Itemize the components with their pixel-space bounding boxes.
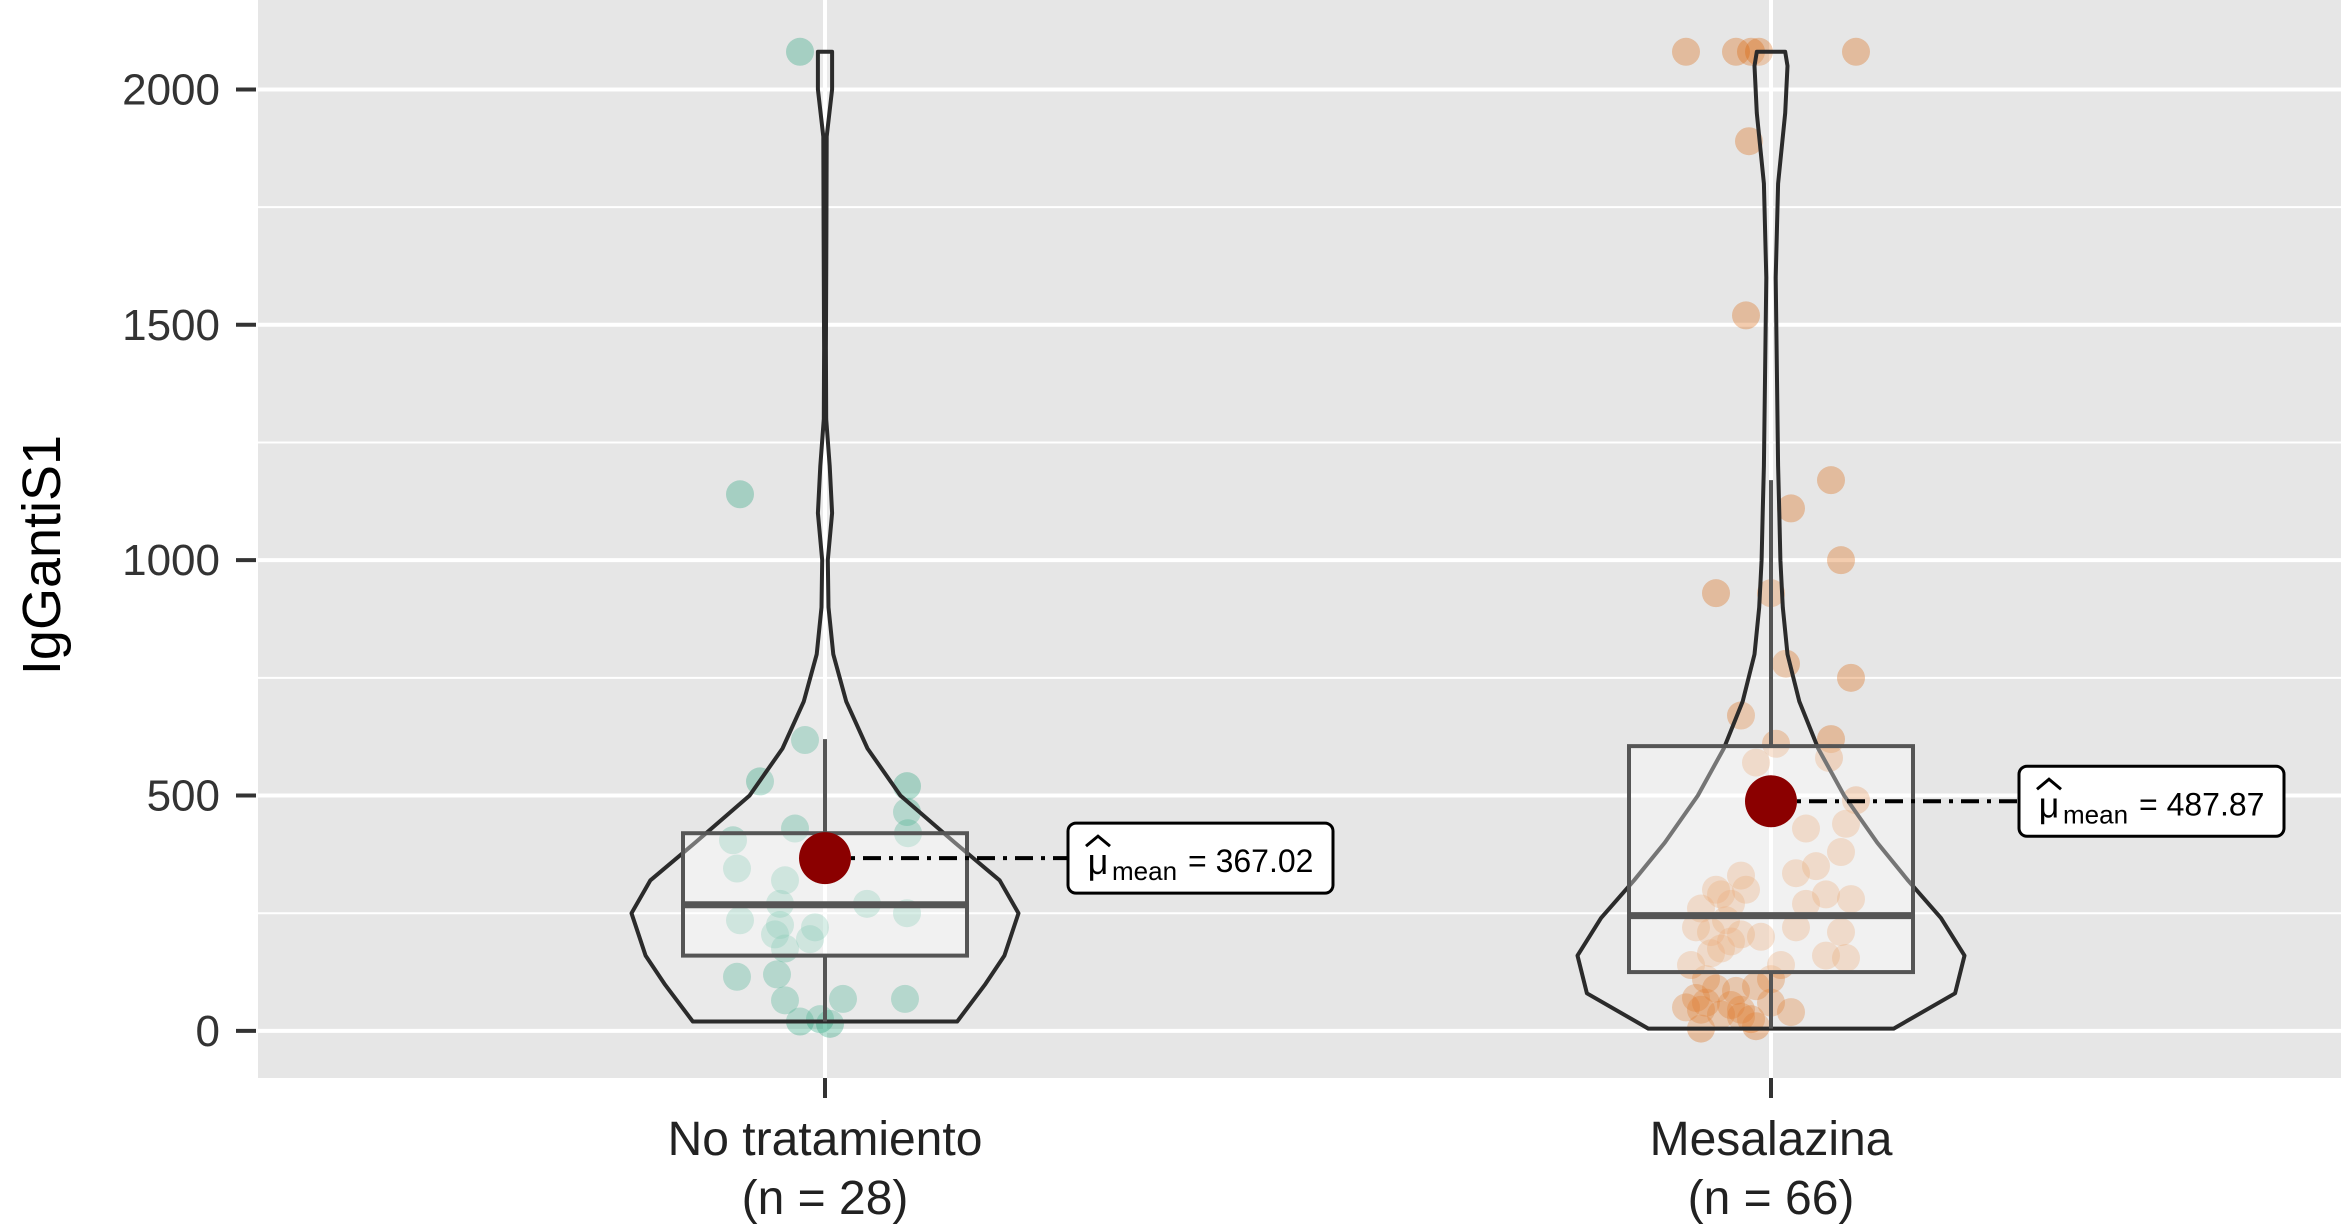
mean-marker [799,832,851,885]
violin-group: μ mean = 487.87 [1575,37,2286,1043]
mean-label-box [2017,764,2286,838]
data-point [801,913,829,942]
violin-group: μ mean = 367.02 [629,37,1335,1038]
data-point [1777,998,1805,1027]
data-point [1782,913,1810,942]
data-point [1815,743,1843,772]
data-point [1682,983,1710,1012]
data-point [1702,875,1730,904]
y-tick-label: 1000 [122,536,220,585]
hat-accent [2036,777,2062,791]
data-point [1717,889,1745,918]
data-point [1842,37,1870,66]
hat-accent [1085,834,1111,848]
data-point [791,726,819,755]
data-point [1812,880,1840,909]
data-point [1735,127,1763,156]
mean-subscript: mean [2063,799,2128,829]
mean-symbol: μ [1088,841,1109,882]
data-point [1707,1000,1735,1029]
x-category-label: Mesalazina [1650,1113,1893,1166]
data-point [1717,991,1745,1020]
data-point [771,866,799,895]
data-point [1672,993,1700,1022]
data-point [1697,918,1725,947]
data-point [1702,579,1730,608]
x-category-count: (n = 66) [1688,1172,1855,1225]
data-point [1792,889,1820,918]
data-point [1697,939,1725,968]
data-point [1827,918,1855,947]
data-point [771,986,799,1015]
data-point [1702,974,1730,1003]
y-axis: 0 500 1000 1500 2000 [122,65,256,1056]
x-category-label: No tratamiento [668,1113,983,1166]
data-point [1832,809,1860,838]
data-point [1722,976,1750,1005]
mean-symbol: μ [2039,784,2060,825]
data-point [726,906,754,935]
data-point [1742,748,1770,777]
data-point [1812,941,1840,970]
data-point [1827,546,1855,575]
gridlines [258,0,2341,1078]
data-point [1742,972,1770,1001]
violin-shape [629,49,1021,1024]
data-point [796,925,824,954]
plot-panel [258,0,2341,1078]
mean-marker [1745,775,1797,828]
data-point [1737,37,1765,66]
y-tick-label: 500 [147,772,220,821]
data-point [1837,663,1865,692]
data-point [1837,885,1865,914]
data-point [1827,838,1855,867]
data-point [1672,37,1700,66]
data-point [1682,913,1710,942]
data-point [1717,927,1745,956]
data-point [726,480,754,509]
data-point [1802,852,1830,881]
data-point [1707,880,1735,909]
data-point [786,37,814,66]
y-tick-label: 0 [196,1007,220,1056]
mean-label-box [1066,821,1335,895]
data-point [1737,1005,1765,1034]
data-point [891,984,919,1013]
data-point [1782,859,1810,888]
data-point [1732,301,1760,330]
data-point [1777,494,1805,523]
data-point [781,814,809,843]
data-point [1727,1002,1755,1031]
data-point [1817,466,1845,495]
y-tick-label: 2000 [122,65,220,114]
data-point [763,960,791,989]
data-point [761,920,789,949]
data-point [1727,861,1755,890]
data-point [1692,988,1720,1017]
y-tick-label: 1500 [122,301,220,350]
mean-subscript: mean [1112,856,1177,886]
data-point [1722,37,1750,66]
data-point [723,962,751,991]
mean-value: = 487.87 [2139,786,2264,822]
data-point [1732,875,1760,904]
mean-value: = 367.02 [1188,843,1313,879]
data-point [1727,995,1755,1024]
data-point [1832,943,1860,972]
data-point [829,984,857,1013]
data-point [1792,814,1820,843]
data-point [723,854,751,883]
data-point [1687,995,1715,1024]
violin-groups: μ mean = 367.02μ mean = 487.87 [629,37,2286,1043]
x-axis: No tratamiento (n = 28) Mesalazina (n = 66) [668,1078,1893,1225]
x-category-count: (n = 28) [742,1172,909,1225]
data-point [1747,922,1775,951]
y-axis-title: IgGantiS1 [12,435,72,675]
data-point [1707,934,1735,963]
data-point [766,911,794,940]
data-point [1742,1012,1770,1041]
data-point [1727,920,1755,949]
